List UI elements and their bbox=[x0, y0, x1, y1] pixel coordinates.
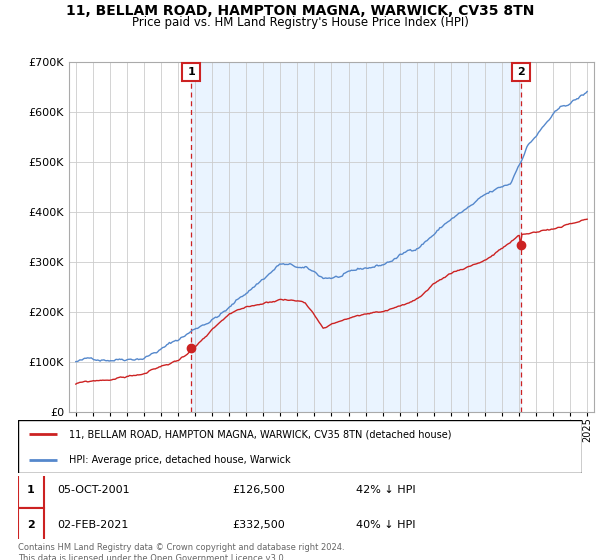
Bar bbox=[191, 62, 521, 412]
Text: HPI: Average price, detached house, Warwick: HPI: Average price, detached house, Warw… bbox=[69, 455, 290, 465]
Text: 42% ↓ HPI: 42% ↓ HPI bbox=[356, 486, 416, 496]
Text: 02-FEB-2021: 02-FEB-2021 bbox=[58, 520, 129, 530]
Text: 05-OCT-2001: 05-OCT-2001 bbox=[58, 486, 130, 496]
Text: 2: 2 bbox=[27, 520, 35, 530]
Text: 2: 2 bbox=[517, 67, 524, 77]
Bar bbox=[18, 473, 44, 508]
Text: £126,500: £126,500 bbox=[232, 486, 285, 496]
Text: 1: 1 bbox=[187, 67, 195, 77]
Text: Price paid vs. HM Land Registry's House Price Index (HPI): Price paid vs. HM Land Registry's House … bbox=[131, 16, 469, 29]
Text: 40% ↓ HPI: 40% ↓ HPI bbox=[356, 520, 416, 530]
Bar bbox=[18, 508, 44, 542]
Text: 11, BELLAM ROAD, HAMPTON MAGNA, WARWICK, CV35 8TN (detached house): 11, BELLAM ROAD, HAMPTON MAGNA, WARWICK,… bbox=[69, 430, 451, 440]
Text: 11, BELLAM ROAD, HAMPTON MAGNA, WARWICK, CV35 8TN: 11, BELLAM ROAD, HAMPTON MAGNA, WARWICK,… bbox=[66, 4, 534, 18]
Text: 1: 1 bbox=[27, 486, 35, 496]
Text: £332,500: £332,500 bbox=[232, 520, 285, 530]
Text: Contains HM Land Registry data © Crown copyright and database right 2024.
This d: Contains HM Land Registry data © Crown c… bbox=[18, 543, 344, 560]
